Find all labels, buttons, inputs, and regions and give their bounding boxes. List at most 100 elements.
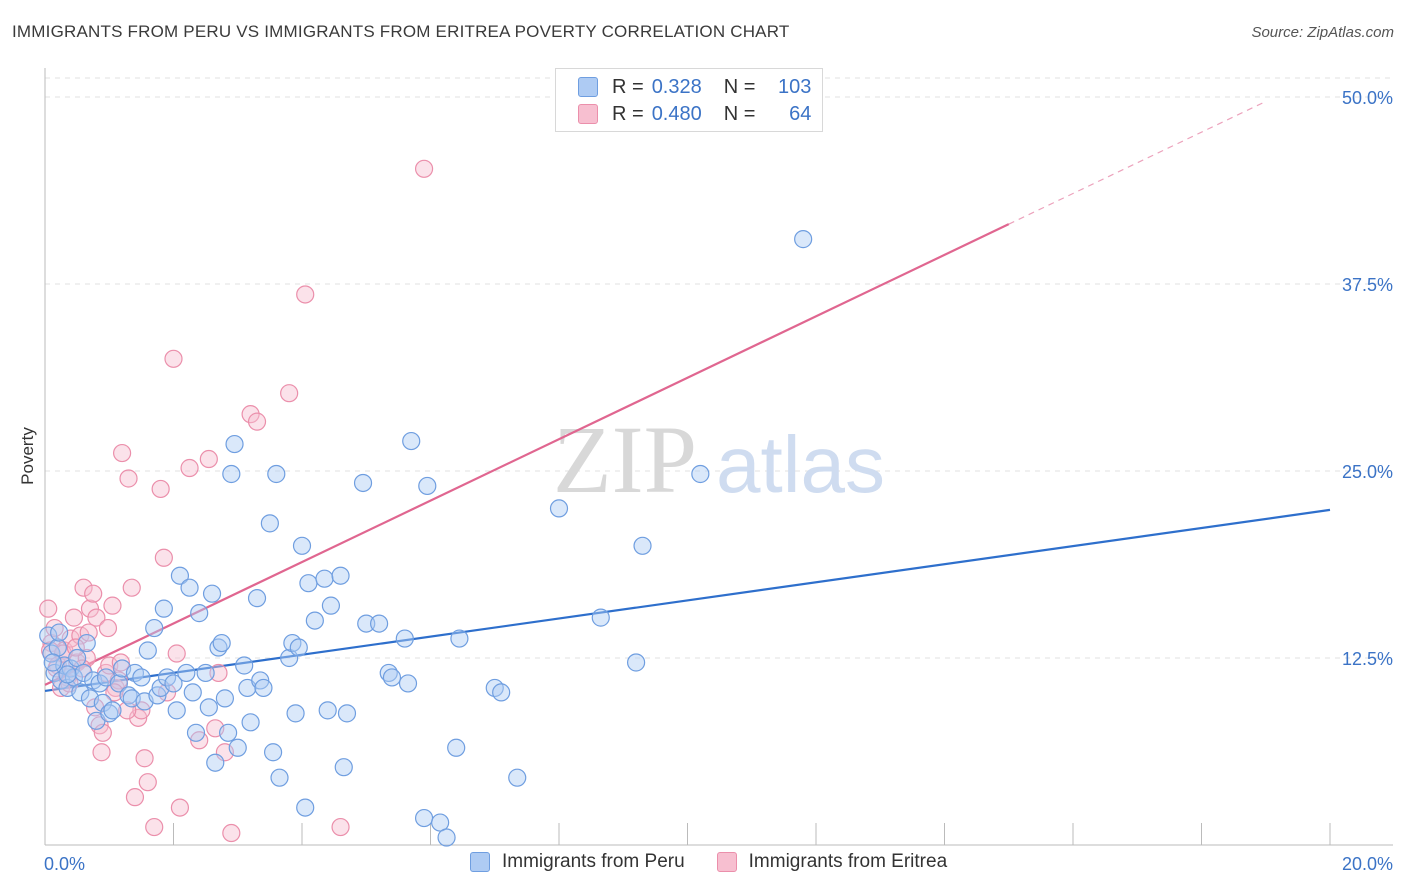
peru-point [196,663,215,683]
eritrea-point [111,653,130,672]
y-tick-label: 37.5% [1342,275,1393,295]
peru-point [58,665,77,684]
eritrea-point [151,479,170,499]
eritrea-legend-label: Immigrants from Eritrea [748,851,948,872]
peru-point [395,629,414,648]
peru-point [305,611,324,630]
source-credit: Source: ZipAtlas.com [1251,24,1394,41]
peru-trend-line [44,508,1331,693]
eritrea-point [77,648,96,668]
peru-point [331,566,350,585]
eritrea-point [64,608,84,627]
peru-point [321,596,341,615]
eritrea-point [199,449,218,469]
eritrea-point [222,823,241,843]
axes [44,68,1393,846]
peru-point [418,476,437,496]
peru-legend-label: Immigrants from Peru [502,851,685,872]
x-tick-label: 20.0% [1342,854,1393,874]
chart-title: IMMIGRANTS FROM PERU VS IMMIGRANTS FROM … [12,22,790,41]
peru-point [77,633,96,653]
peru-point [318,701,337,720]
peru-point [177,663,196,683]
peru-n-label: N = [723,75,756,98]
peru-point [794,230,813,249]
peru-point [247,589,267,608]
peru-point [164,674,183,693]
peru-point [180,578,199,597]
peru-point [263,743,283,762]
peru-point [39,626,58,645]
grid-lines [45,77,1393,659]
peru-point [71,683,90,702]
peru-point [145,618,164,638]
peru-point [154,599,173,618]
y-tick-label: 50.0% [1342,88,1393,108]
peru-point [337,704,357,723]
peru-legend-swatch [470,852,490,872]
peru-point [508,768,527,787]
eritrea-point [112,443,132,463]
peru-point [296,798,315,817]
trend-lines [44,100,1331,693]
peru-point [299,574,318,593]
eritrea-point [180,458,199,478]
eritrea-trend-extension [1008,100,1267,225]
peru-point [289,638,308,657]
peru-point [691,464,710,484]
peru-point [398,674,418,693]
eritrea-point [125,788,145,807]
peru-point [370,614,389,633]
eritrea-n-value: 64 [789,102,812,125]
eritrea-r-value: 0.480 [651,102,702,125]
watermark-zip: ZIP [553,406,697,513]
y-axis-title: Poverty [18,427,37,485]
peru-point [353,473,373,493]
peru-point [222,464,241,484]
peru-point [267,464,286,484]
eritrea-point [296,285,315,304]
peru-point [334,758,353,777]
eritrea-n-label: N = [723,102,756,125]
peru-point [626,653,646,672]
series-legend: Immigrants from Peru Immigrants from Eri… [470,851,979,873]
peru-point [212,633,231,653]
legend-item-peru: Immigrants from Peru [470,851,685,873]
eritrea-point [280,384,299,403]
peru-point [183,683,202,702]
x-tick-label: 0.0% [44,854,85,874]
peru-r-label: R = [612,75,644,98]
peru-point [235,656,254,675]
peru-point [254,678,273,698]
eritrea-point [122,578,141,597]
peru-point [591,608,610,627]
peru-point [50,623,69,642]
watermark-atlas: atlas [716,420,885,509]
eritrea-point [154,548,173,567]
legend-row-eritrea: R = 0.480 N = 64 [578,102,811,126]
eritrea-point [119,469,138,488]
eritrea-point [39,599,58,618]
tick-labels: 12.5% 25.0% 37.5% 50.0% 0.0% 20.0% [44,88,1393,874]
legend-item-eritrea: Immigrants from Eritrea [716,851,948,873]
peru-point [225,434,244,454]
eritrea-point [98,618,118,638]
eritrea-point [164,349,183,368]
eritrea-point [138,773,157,792]
peru-r-value: 0.328 [651,75,702,98]
eritrea-point [331,817,350,837]
peru-point [414,808,434,828]
peru-point [633,536,652,555]
eritrea-point [74,578,93,597]
peru-point [219,723,238,742]
peru-point [286,704,305,723]
eritrea-point [84,584,103,603]
peru-point [431,813,450,832]
eritrea-point [145,817,164,837]
peru-point [167,701,186,720]
eritrea-point [92,743,111,762]
eritrea-swatch [578,104,598,124]
peru-point [68,648,87,668]
eritrea-legend-swatch [716,852,737,872]
